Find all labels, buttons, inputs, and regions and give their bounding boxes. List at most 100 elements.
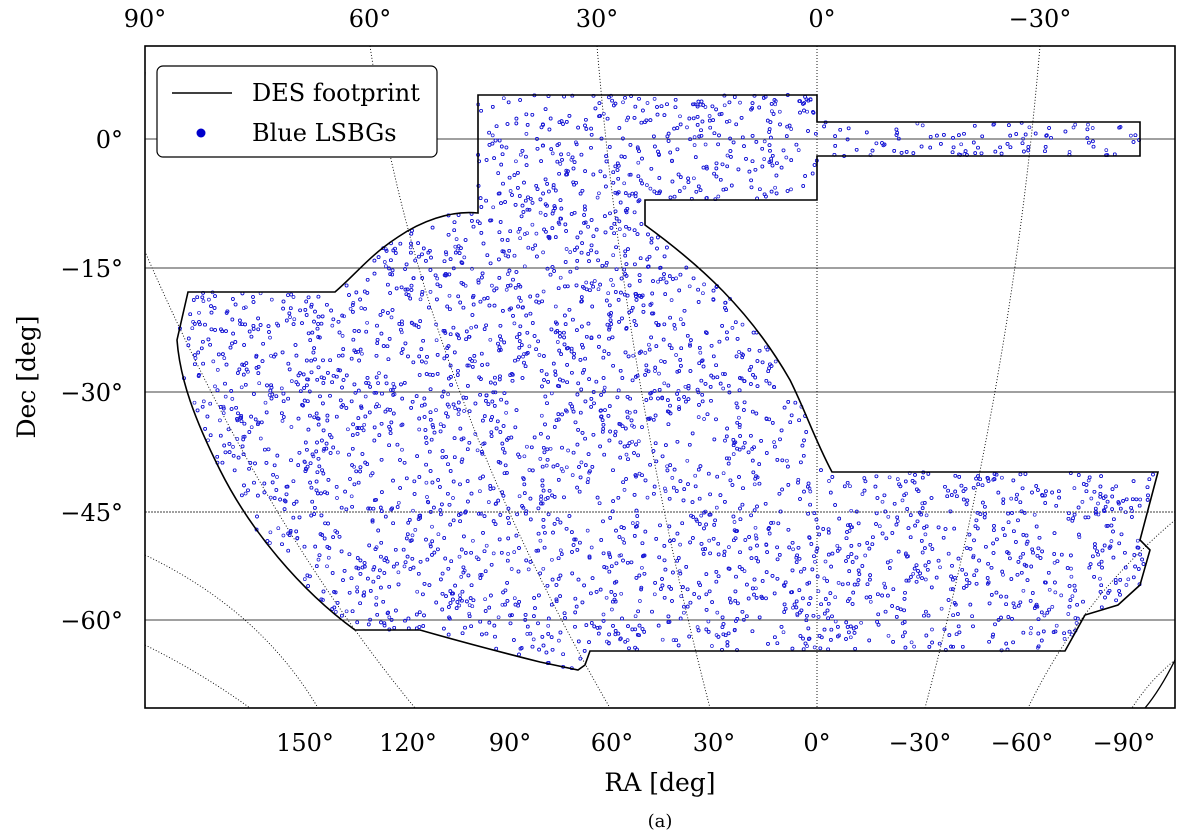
lsbg-point (671, 638, 676, 642)
lsbg-point (454, 237, 459, 241)
ra-meridian-minus60 (1027, 519, 1175, 708)
lsbg-point (636, 439, 641, 444)
lsbg-point (617, 553, 622, 558)
lsbg-point (589, 545, 594, 550)
lsbg-point (382, 260, 387, 264)
lsbg-point (701, 291, 705, 296)
lsbg-point (516, 229, 521, 234)
lsbg-point (714, 505, 719, 510)
lsbg-point (617, 227, 622, 232)
lsbg-point (785, 458, 789, 463)
lsbg-point (727, 545, 731, 549)
lsbg-point (1130, 509, 1135, 513)
lsbg-point (279, 386, 284, 391)
lsbg-point (805, 109, 809, 114)
lsbg-point (546, 623, 551, 628)
lsbg-point (1053, 590, 1058, 595)
lsbg-point (396, 570, 401, 575)
lsbg-point (374, 595, 379, 600)
lsbg-point (916, 574, 920, 579)
lsbg-point (1123, 510, 1128, 515)
lsbg-point (601, 111, 606, 116)
lsbg-point (360, 351, 364, 356)
lsbg-point (595, 195, 600, 200)
lsbg-point (702, 282, 706, 287)
lsbg-point (909, 640, 914, 645)
lsbg-point (377, 404, 381, 409)
lsbg-point (657, 371, 661, 376)
lsbg-point (491, 205, 496, 210)
lsbg-point (230, 397, 235, 401)
lsbg-point (425, 495, 429, 499)
lsbg-point (325, 564, 329, 569)
lsbg-point (326, 555, 331, 560)
lsbg-point (541, 250, 545, 255)
lsbg-point (895, 477, 900, 481)
lsbg-point (762, 139, 767, 144)
lsbg-point (564, 247, 569, 251)
lsbg-point (789, 127, 794, 131)
lsbg-point (805, 644, 809, 648)
lsbg-point (387, 615, 392, 620)
lsbg-point (692, 135, 697, 139)
lsbg-point (665, 464, 669, 469)
lsbg-point (1059, 593, 1064, 598)
lsbg-point (1001, 572, 1005, 577)
lsbg-point (621, 100, 625, 105)
lsbg-point (455, 332, 459, 337)
lsbg-point (703, 105, 708, 109)
lsbg-point (512, 596, 517, 601)
lsbg-point (924, 513, 929, 518)
lsbg-point (558, 162, 563, 166)
lsbg-point (659, 359, 663, 363)
lsbg-point (514, 159, 518, 164)
lsbg-point (558, 275, 563, 280)
lsbg-point (827, 479, 831, 483)
lsbg-point (1021, 136, 1025, 141)
lsbg-point (436, 532, 441, 537)
lsbg-point (631, 353, 636, 358)
lsbg-point (207, 297, 211, 302)
lsbg-point (715, 610, 720, 615)
lsbg-point (860, 492, 865, 496)
lsbg-point (710, 644, 714, 648)
lsbg-point (493, 502, 498, 506)
lsbg-point (377, 371, 381, 375)
lsbg-point (640, 565, 644, 570)
lsbg-point (239, 385, 244, 390)
lsbg-point (836, 581, 841, 585)
lsbg-point (434, 322, 438, 327)
lsbg-point (574, 266, 579, 271)
lsbg-point (302, 577, 307, 581)
lsbg-point (557, 638, 561, 643)
lsbg-point (645, 183, 649, 187)
lsbg-point (833, 619, 838, 624)
grid (145, 46, 1175, 708)
lsbg-point (451, 496, 455, 500)
lsbg-point (1062, 637, 1067, 641)
lsbg-point (692, 176, 696, 181)
lsbg-point (539, 413, 544, 418)
lsbg-point (647, 342, 651, 347)
lsbg-point (652, 97, 657, 101)
lsbg-point (570, 473, 575, 477)
lsbg-point (459, 575, 464, 579)
lsbg-point (218, 418, 222, 423)
lsbg-point (674, 353, 678, 357)
lsbg-point (1104, 148, 1109, 152)
lsbg-point (346, 427, 350, 432)
lsbg-point (645, 495, 650, 500)
lsbg-point (796, 148, 801, 152)
lsbg-point (912, 644, 916, 649)
lsbg-point (269, 297, 274, 302)
lsbg-point (518, 152, 523, 157)
lsbg-point (197, 310, 201, 315)
lsbg-point (280, 419, 285, 423)
lsbg-point (622, 233, 627, 238)
lsbg-point (504, 287, 509, 292)
lsbg-point (669, 298, 674, 302)
lsbg-point (702, 417, 706, 421)
lsbg-point (470, 604, 475, 609)
lsbg-point (389, 315, 394, 320)
lsbg-point (610, 607, 614, 612)
